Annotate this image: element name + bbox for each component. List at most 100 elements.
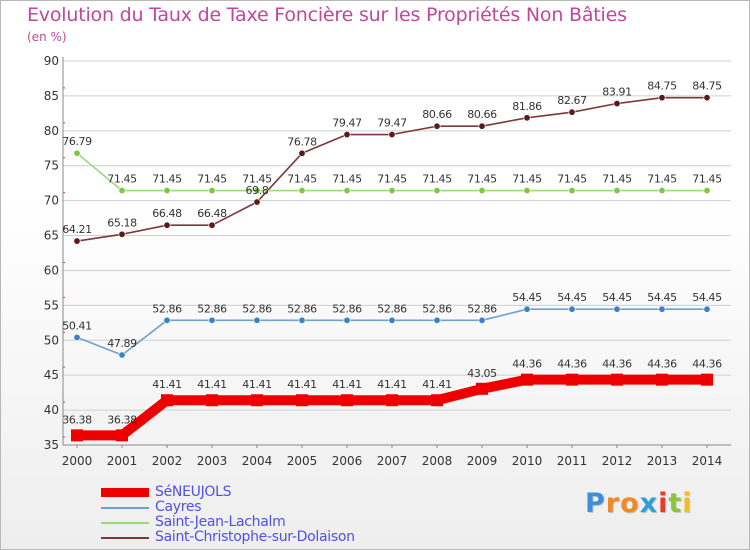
data-label: 71.45 [512,173,542,186]
data-label: 36.38 [62,413,92,426]
x-tick-label: 2004 [242,454,273,468]
data-label: 52.86 [197,302,227,315]
x-tick-label: 2007 [377,454,408,468]
data-point [701,373,713,386]
data-label: 50.41 [62,319,92,332]
series-line-1 [76,308,708,356]
data-label: 41.41 [287,378,317,391]
data-label: 54.45 [692,291,722,304]
data-point [208,316,216,324]
y-tick-label: 55 [44,298,59,312]
y-tick-label: 35 [44,438,59,452]
data-point [521,373,533,386]
x-tick-label: 2003 [197,454,228,468]
x-tick-label: 2000 [62,454,93,468]
y-tick-label: 90 [44,54,59,68]
data-label: 54.45 [602,291,632,304]
data-point [433,316,441,324]
logo-letter: P [585,488,606,519]
data-label: 36.38 [107,413,137,426]
x-tick-label: 2008 [422,454,453,468]
x-tick-label: 2002 [152,454,183,468]
data-label: 41.41 [152,378,182,391]
data-label: 79.47 [377,117,407,130]
data-point [568,108,576,116]
data-label: 71.45 [647,173,677,186]
data-point [658,187,666,195]
data-label: 44.36 [512,358,542,371]
data-label: 52.86 [332,302,362,315]
x-tick-label: 2009 [467,454,498,468]
logo-letter: r [605,488,621,519]
logo-letter: i [658,488,669,519]
y-tick-label: 60 [44,263,59,277]
data-point [118,187,126,195]
data-label: 80.66 [467,108,497,121]
data-point [208,221,216,229]
data-point [523,305,531,313]
x-tick-label: 2005 [287,454,318,468]
data-point [251,394,263,407]
y-tick-label: 65 [44,229,59,243]
data-label: 71.45 [692,173,722,186]
y-tick-label: 45 [44,368,59,382]
data-point [388,316,396,324]
data-point [253,187,261,195]
data-label: 76.78 [287,135,317,148]
data-label: 71.45 [287,173,317,186]
data-point [613,187,621,195]
data-point [163,187,171,195]
chart-title: Evolution du Taux de Taxe Foncière sur l… [27,4,627,26]
data-point [386,394,398,407]
data-label: 76.79 [62,135,92,148]
data-label: 82.67 [557,94,587,107]
data-label: 66.48 [152,207,182,220]
x-tick-label: 2012 [602,454,633,468]
x-tick-label: 2011 [557,454,588,468]
legend-label: SéNEUJOLS [155,484,232,500]
data-point [298,316,306,324]
data-label: 71.45 [467,173,497,186]
data-point [523,114,531,122]
data-point [703,187,711,195]
data-label: 41.41 [377,378,407,391]
y-tick-label: 40 [44,403,59,417]
y-tick-label: 75 [44,159,59,173]
logo-letter: o [620,488,640,519]
data-label: 41.41 [197,378,227,391]
data-point [296,394,308,407]
data-point [566,373,578,386]
data-point [703,94,711,102]
chart-subtitle: (en %) [27,30,67,44]
data-label: 44.36 [602,358,632,371]
data-point [431,394,443,407]
data-point [118,351,126,359]
data-label: 44.36 [692,358,722,371]
legend-swatch [101,522,149,524]
data-label: 71.45 [107,173,137,186]
data-label: 41.41 [422,378,452,391]
data-label: 64.21 [62,223,92,236]
x-tick-label: 2013 [647,454,678,468]
data-point [613,100,621,108]
data-point [388,187,396,195]
data-label: 81.86 [512,100,542,113]
x-tick-label: 2014 [692,454,723,468]
data-point [163,316,171,324]
data-point [343,131,351,139]
data-point [343,316,351,324]
logo-letter: x [639,488,659,519]
data-point [73,237,81,245]
data-point [253,316,261,324]
data-point [433,122,441,130]
data-label: 41.41 [332,378,362,391]
data-point [388,131,396,139]
data-label: 71.45 [152,173,182,186]
y-tick-label: 80 [44,124,59,138]
data-label: 52.86 [377,302,407,315]
data-label: 52.86 [242,302,272,315]
data-point [163,221,171,229]
x-tick-label: 2010 [512,454,543,468]
data-label: 71.45 [377,173,407,186]
data-label: 69.8 [246,184,269,197]
